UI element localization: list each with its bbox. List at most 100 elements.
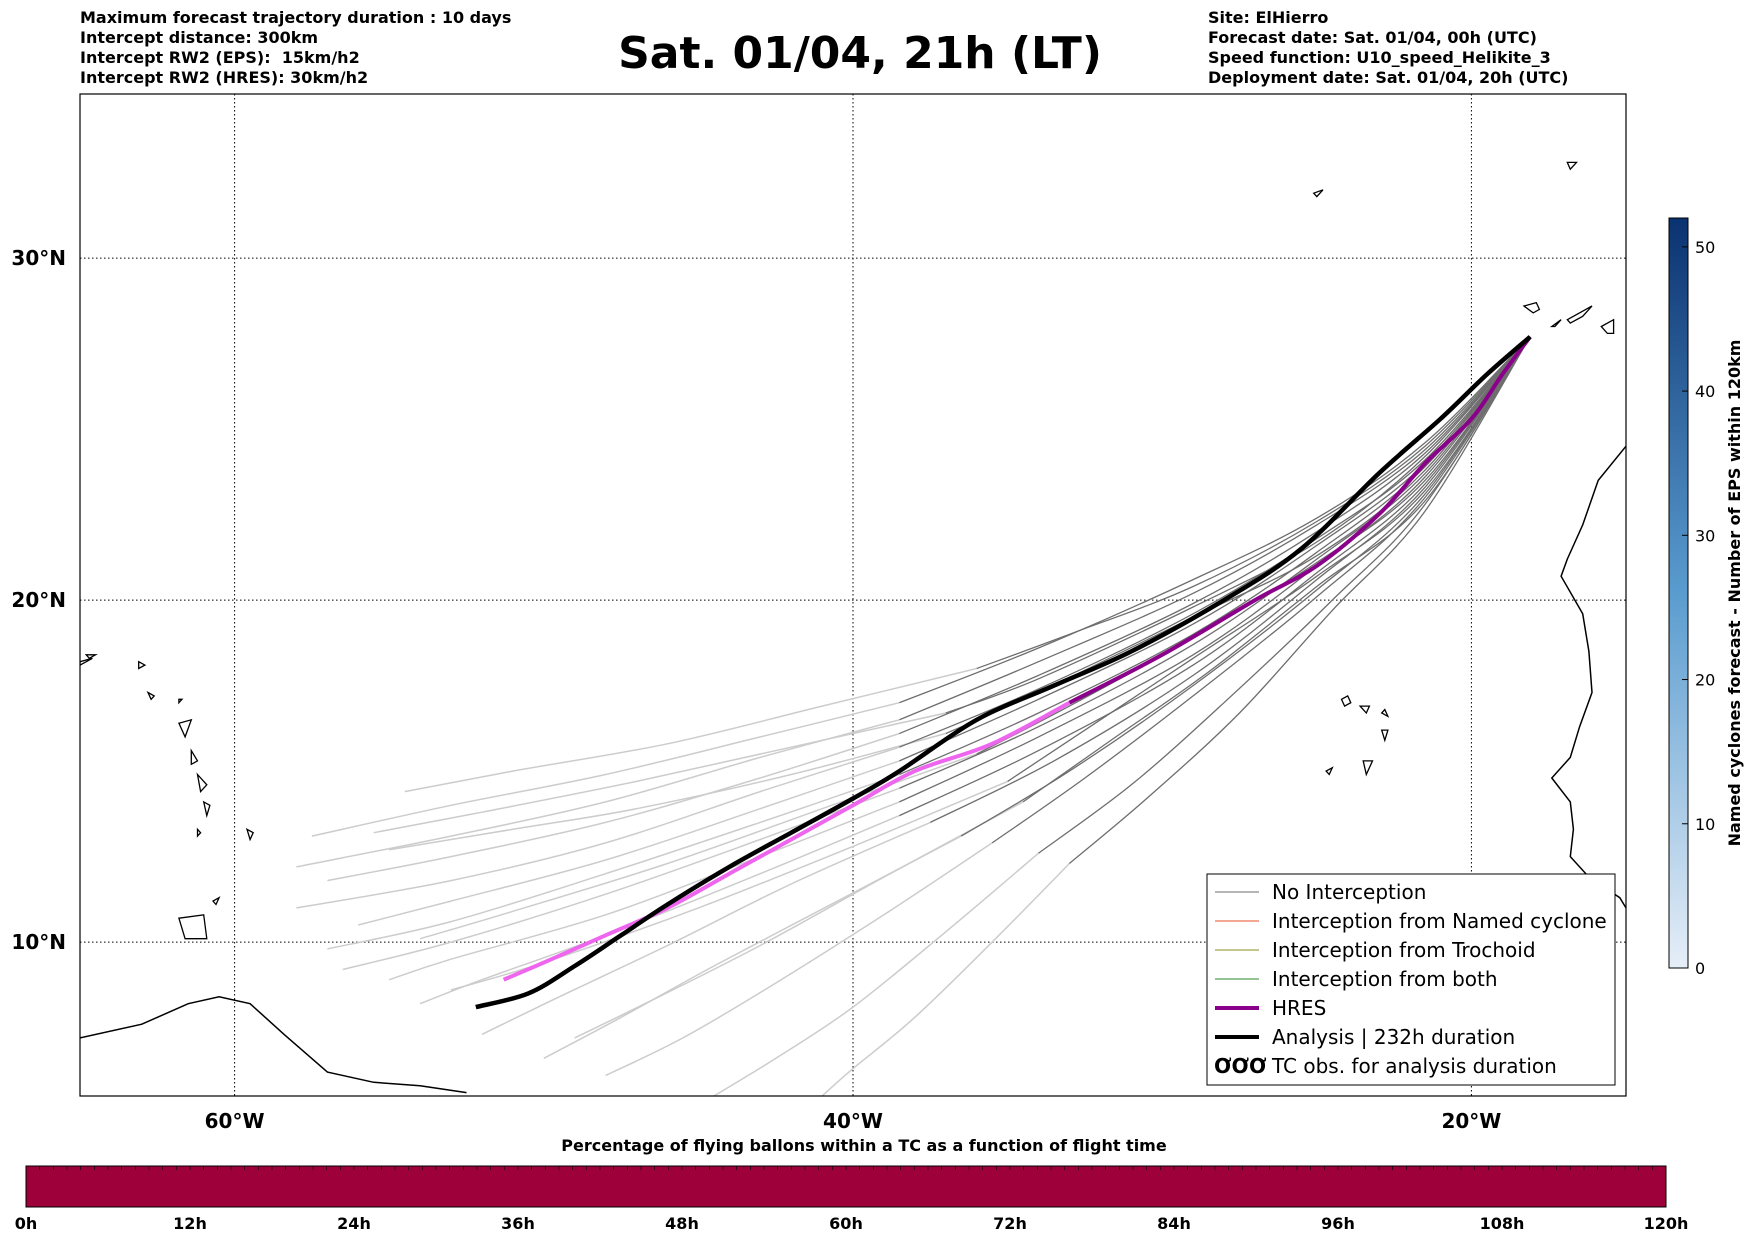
ensemble-track-early (311, 701, 900, 837)
timeline-tick-label: 24h (337, 1214, 371, 1233)
ensemble-track-early (373, 712, 946, 834)
island-outline (1380, 708, 1390, 718)
lat-label: 20°N (11, 588, 66, 612)
island-outline (1358, 705, 1371, 715)
ensemble-track-early (713, 852, 1039, 1096)
island-outline (1522, 301, 1541, 314)
lat-label: 10°N (11, 930, 66, 954)
legend-label: Interception from Named cyclone (1272, 909, 1607, 933)
colorbar: 0 10 20 30 40 50 Named cyclones forecast - Nu… (1668, 217, 1744, 978)
ensemble-track (945, 336, 1531, 714)
timeline-tick-label: 0h (15, 1214, 38, 1233)
legend-box (1206, 873, 1616, 1086)
longitude-labels: 60°W 40°W 20°W (205, 1109, 1502, 1133)
page-title: Sat. 01/04, 21h (LT) (618, 28, 1102, 79)
header-line-site: Site: ElHierro (1208, 8, 1329, 27)
island-outline (1566, 305, 1593, 324)
hres-track (502, 335, 1532, 982)
caribbean-island-outline (177, 718, 193, 739)
ensemble-track (899, 336, 1531, 721)
colorbar-tick-label: 20 (1695, 671, 1715, 690)
header-left-info: Maximum forecast trajectory duration : 1… (80, 8, 511, 88)
island-outline (1312, 189, 1324, 198)
south-america-coastline (80, 996, 467, 1094)
ensemble-track (991, 336, 1531, 844)
lon-label: 60°W (205, 1109, 265, 1133)
island-outline (1549, 319, 1562, 328)
caribbean-island-outline (245, 827, 255, 842)
legend-label: TC obs. for analysis duration (1271, 1054, 1557, 1078)
ensemble-track-early (327, 732, 900, 882)
hres-track-early (502, 700, 1071, 982)
colorbar-tick-label: 50 (1695, 238, 1715, 257)
analysis-track-line (475, 335, 1532, 1010)
lon-label: 40°W (823, 1109, 883, 1133)
legend-label: No Interception (1272, 880, 1426, 904)
legend-label: Analysis | 232h duration (1272, 1025, 1515, 1049)
caribbean-island-outline (190, 748, 199, 766)
caribbean-island-outline (202, 800, 211, 819)
ensemble-track-early (574, 801, 1024, 1039)
timeline-tick-label: 48h (665, 1214, 699, 1233)
colorbar-tick-label: 40 (1695, 382, 1715, 401)
ensemble-track (1007, 336, 1531, 782)
legend-label: Interception from Trochoid (1272, 938, 1536, 962)
timeline-tick-label: 72h (993, 1214, 1027, 1233)
ensemble-track-early (605, 842, 993, 1077)
ensemble-track (899, 336, 1531, 704)
timeline-bar (25, 1165, 1667, 1208)
colorbar-tick-label: 0 (1695, 959, 1705, 978)
africa-coastline (1550, 445, 1626, 909)
island-outline (1362, 760, 1374, 777)
caribbean-island-outline (196, 827, 202, 838)
ensemble-track-early (358, 760, 900, 926)
caribbean-island-outline (138, 660, 147, 670)
ensemble-track-early (404, 667, 977, 793)
header-line-intercept-eps: Intercept RW2 (EPS): 15km/h2 (80, 48, 360, 67)
ensemble-track-early (327, 773, 900, 950)
legend-tc-symbol: ƠƠƠ (1214, 1054, 1267, 1078)
ensemble-track-early (821, 862, 1070, 1096)
ensemble-track (976, 336, 1531, 670)
ensemble-track-early (296, 746, 900, 909)
analysis-track (475, 335, 1532, 1010)
legend: No Interception Interception from Named c… (1206, 873, 1616, 1086)
legend-label: Interception from both (1272, 967, 1498, 991)
island-outline (1340, 694, 1352, 708)
ensemble-track (930, 336, 1531, 823)
ensemble-track-early (481, 821, 931, 1036)
timeline-tick-label: 108h (1480, 1214, 1525, 1233)
timeline-minor-ticks (39, 1166, 1653, 1170)
ensemble-track (960, 336, 1531, 837)
header-line-deployment-date: Deployment date: Sat. 01/04, 20h (UTC) (1208, 68, 1569, 87)
coastlines (80, 161, 1626, 1094)
ensemble-track (899, 336, 1531, 748)
header-line-intercept-hres: Intercept RW2 (HRES): 30km/h2 (80, 68, 369, 87)
timeline-tick-label: 36h (501, 1214, 535, 1233)
caribbean-island-outline (146, 690, 156, 701)
caribbean-island-outline (211, 896, 221, 906)
header-line-intercept-distance: Intercept distance: 300km (80, 28, 319, 47)
caribbean-island-outline (178, 698, 184, 705)
ensemble-track (899, 336, 1531, 803)
colorbar-ticks: 0 10 20 30 40 50 (1682, 238, 1715, 978)
island-outline (1600, 318, 1615, 335)
caribbean-island-outline (80, 657, 93, 666)
timeline-tick-label: 84h (1157, 1214, 1191, 1233)
header-right-info: Site: ElHierro Forecast date: Sat. 01/04… (1208, 8, 1568, 88)
ensemble-track-early (389, 732, 946, 851)
ensemble-track (899, 336, 1531, 789)
ensemble-track (1068, 336, 1531, 864)
colorbar-fill (1668, 217, 1689, 969)
latitude-labels: 30°N 20°N 10°N (11, 246, 66, 954)
ensemble-track-early (296, 719, 900, 868)
timeline-title: Percentage of flying ballons within a TC… (561, 1136, 1167, 1155)
ensemble-track (1022, 336, 1531, 803)
caribbean-island-outline (196, 772, 208, 794)
caribbean-island-outline (178, 914, 208, 940)
timeline-tick-labels: 0h 12h 24h 36h 48h 60h 72h 84h 96h 108h 120h (15, 1214, 1689, 1233)
timeline-tick-label: 120h (1644, 1214, 1689, 1233)
legend-label: HRES (1272, 996, 1326, 1020)
ensemble-track-early (388, 801, 900, 981)
